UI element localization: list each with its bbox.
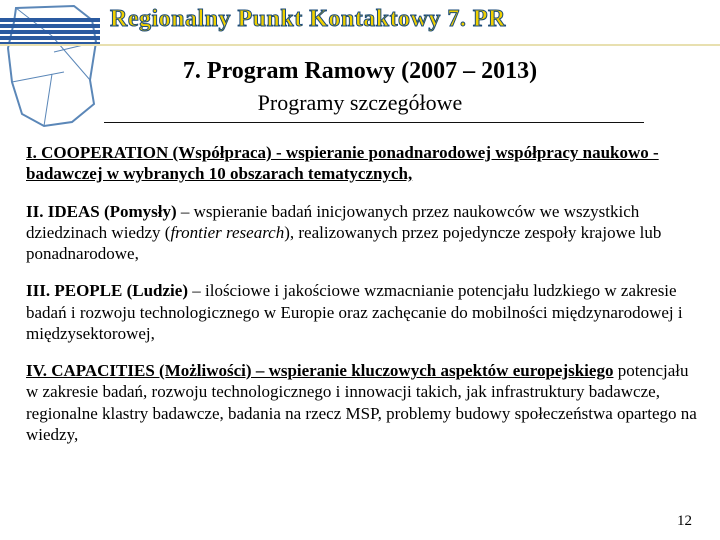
- para2-italic: frontier research: [170, 223, 284, 242]
- stripe: [0, 18, 100, 22]
- paragraph-cooperation: I. COOPERATION (Współpraca) - wspieranie…: [26, 142, 698, 185]
- para2-strong: II. IDEAS (Pomysły): [26, 202, 177, 221]
- paragraph-ideas: II. IDEAS (Pomysły) – wspieranie badań i…: [26, 201, 698, 265]
- header-title: Regionalny Punkt Kontaktowy 7. PR: [110, 6, 506, 33]
- paragraph-people: III. PEOPLE (Ludzie) – ilościowe i jakoś…: [26, 280, 698, 344]
- page-number: 12: [677, 513, 692, 530]
- paragraph-capacities: IV. CAPACITIES (Możliwości) – wspieranie…: [26, 360, 698, 445]
- stripe: [0, 36, 100, 40]
- slide-title: 7. Program Ramowy (2007 – 2013): [0, 58, 720, 85]
- header-divider: [0, 44, 720, 46]
- content-area: I. COOPERATION (Współpraca) - wspieranie…: [26, 142, 698, 461]
- subtitle-underline: [104, 122, 644, 123]
- para1-lead: I. COOPERATION (Współpraca) - wspieranie…: [26, 143, 659, 183]
- slide-subtitle: Programy szczegółowe: [0, 90, 720, 116]
- para3-strong: III. PEOPLE (Ludzie): [26, 281, 188, 300]
- stripe: [0, 24, 100, 28]
- para4-lead: IV. CAPACITIES (Możliwości) – wspieranie…: [26, 361, 613, 380]
- stripe: [0, 30, 100, 34]
